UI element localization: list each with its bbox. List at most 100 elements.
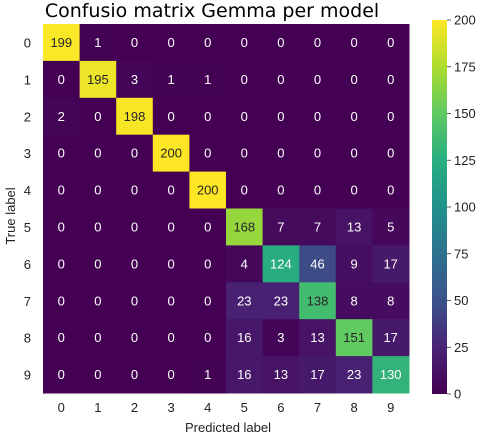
cell-value-label: 1 xyxy=(167,72,174,87)
heatmap-cell xyxy=(262,319,300,357)
cell-value-label: 168 xyxy=(233,219,255,234)
heatmap-cells: 199 1 0 0 0 0 0 0 0 00 195 3 1 1 0 0 0 0 02 0 198 0 0 0 0 0 0 00 0 0 2… xyxy=(43,24,410,394)
cell-value-label: 0 xyxy=(204,330,211,345)
heatmap-cell xyxy=(299,24,337,62)
cell-value-label: 0 xyxy=(314,35,321,50)
y-tick-label: 0 xyxy=(24,35,31,50)
cell-value-label: 46 xyxy=(310,256,324,271)
cell-value-label: 0 xyxy=(94,219,101,234)
cell-value-label: 4 xyxy=(241,256,248,271)
heatmap-cell xyxy=(43,24,81,62)
x-tick-label: 8 xyxy=(350,400,357,415)
heatmap-cell xyxy=(43,60,81,99)
colorbar-tick-label: 175 xyxy=(454,59,476,74)
heatmap-cell xyxy=(372,134,410,173)
heatmap-cell xyxy=(79,245,117,283)
cell-value-label: 0 xyxy=(314,72,321,87)
heatmap-cell xyxy=(152,282,190,320)
cell-value-label: 0 xyxy=(350,109,357,124)
cell-value-label: 0 xyxy=(241,183,248,198)
cell-value-label: 0 xyxy=(131,293,138,308)
cell-value-label: 0 xyxy=(167,35,174,50)
cell-value-label: 0 xyxy=(58,72,65,87)
cell-value-label: 7 xyxy=(314,219,321,234)
cell-value-label: 1 xyxy=(204,367,211,382)
cell-value-label: 0 xyxy=(94,330,101,345)
heatmap-cell xyxy=(226,282,264,320)
cell-value-label: 0 xyxy=(241,35,248,50)
cell-value-label: 0 xyxy=(204,109,211,124)
cell-value-label: 0 xyxy=(94,293,101,308)
colorbar-tick-label: 200 xyxy=(454,13,476,28)
cell-value-label: 0 xyxy=(131,35,138,50)
x-tick-label: 5 xyxy=(241,400,248,415)
colorbar-tick-label: 150 xyxy=(454,106,476,121)
heatmap-cell xyxy=(43,97,81,136)
heatmap-cell xyxy=(299,60,337,99)
heatmap-cell xyxy=(43,319,81,357)
colorbar-tick-label: 75 xyxy=(454,246,468,261)
cell-value-label: 0 xyxy=(241,109,248,124)
x-tick-label: 6 xyxy=(277,400,284,415)
cell-value-label: 0 xyxy=(94,146,101,161)
heatmap-cell xyxy=(299,208,337,246)
cell-value-label: 17 xyxy=(383,256,397,271)
cell-value-label: 0 xyxy=(58,367,65,382)
cell-value-label: 0 xyxy=(131,219,138,234)
heatmap-cell xyxy=(299,319,337,357)
cell-value-label: 1 xyxy=(94,35,101,50)
colorbar: 0 25 50 75 100 125 150 175 200 xyxy=(432,13,476,402)
cell-value-label: 0 xyxy=(387,146,394,161)
heatmap-cell xyxy=(299,282,337,320)
chart-title: Confusio matrix Gemma per model xyxy=(45,0,379,22)
heatmap-cell xyxy=(262,24,300,62)
y-tick-label: 8 xyxy=(24,331,31,346)
y-tick-label: 5 xyxy=(24,220,31,235)
cell-value-label: 0 xyxy=(241,146,248,161)
y-axis-label: True label xyxy=(3,187,18,244)
heatmap-cell xyxy=(299,245,337,283)
cell-value-label: 23 xyxy=(274,293,288,308)
x-axis-label: Predicted label xyxy=(185,420,271,435)
heatmap-cell xyxy=(372,60,410,99)
heatmap-cell xyxy=(116,97,154,136)
heatmap-cell xyxy=(372,282,410,320)
heatmap-cell xyxy=(335,97,373,136)
heatmap-cell xyxy=(372,208,410,246)
heatmap-cell xyxy=(226,319,264,357)
heatmap-cell xyxy=(79,60,117,99)
heatmap-cell xyxy=(189,97,227,136)
cell-value-label: 13 xyxy=(347,219,361,234)
cell-value-label: 0 xyxy=(94,183,101,198)
heatmap-cell xyxy=(335,171,373,209)
heatmap-cell xyxy=(79,356,117,394)
heatmap-cell xyxy=(226,356,264,394)
cell-value-label: 195 xyxy=(87,72,109,87)
cell-value-label: 0 xyxy=(277,35,284,50)
cell-value-label: 0 xyxy=(94,109,101,124)
heatmap-cell xyxy=(299,97,337,136)
x-tick-labels: 0 1 2 3 4 5 6 7 8 9 xyxy=(58,400,395,415)
heatmap-cell xyxy=(335,282,373,320)
cell-value-label: 0 xyxy=(58,146,65,161)
cell-value-label: 13 xyxy=(310,330,324,345)
heatmap-cell xyxy=(152,24,190,62)
cell-value-label: 17 xyxy=(383,330,397,345)
heatmap-cell xyxy=(116,208,154,246)
heatmap-cell xyxy=(116,282,154,320)
colorbar-tick-label: 50 xyxy=(454,293,468,308)
cell-value-label: 0 xyxy=(167,256,174,271)
heatmap-cell xyxy=(226,171,264,209)
cell-value-label: 0 xyxy=(277,146,284,161)
colorbar-tick-label: 100 xyxy=(454,200,476,215)
y-tick-label: 9 xyxy=(24,368,31,383)
heatmap-cell xyxy=(116,134,154,173)
heatmap-cell xyxy=(372,24,410,62)
cell-value-label: 0 xyxy=(204,293,211,308)
cell-value-label: 0 xyxy=(167,183,174,198)
heatmap-cell xyxy=(372,171,410,209)
heatmap-cell xyxy=(79,319,117,357)
heatmap-cell xyxy=(152,60,190,99)
heatmap-cell xyxy=(152,97,190,136)
